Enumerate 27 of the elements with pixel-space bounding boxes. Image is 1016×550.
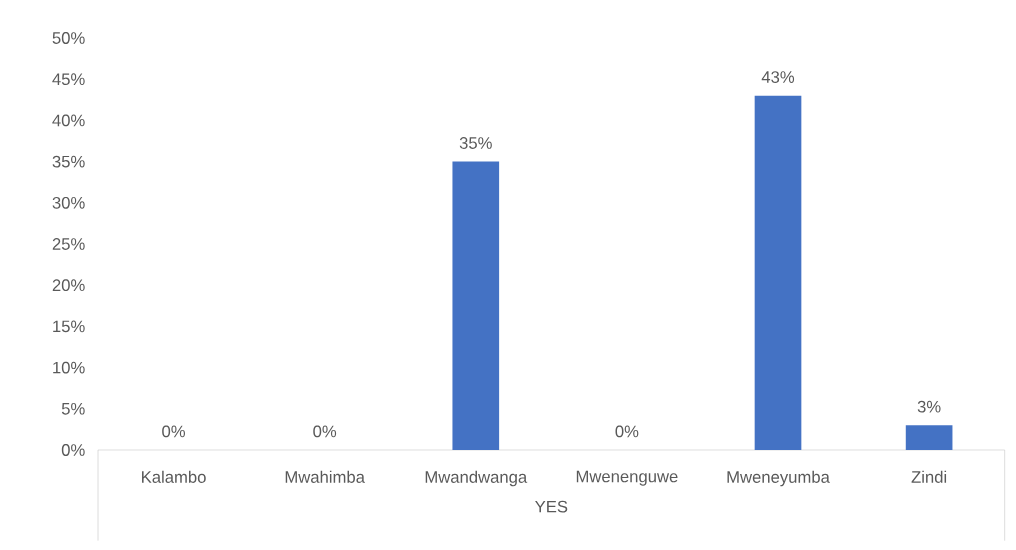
y-tick-label: 5% (61, 402, 85, 415)
y-tick-label: 20% (52, 279, 85, 292)
data-label: 0% (162, 425, 185, 438)
data-label: 0% (615, 425, 639, 438)
data-label: 3% (917, 400, 941, 413)
data-label: 43% (761, 71, 795, 83)
bar (905, 425, 953, 450)
y-tick-label: 40% (52, 114, 85, 127)
y-tick-label: 15% (53, 320, 85, 333)
y-tick-label: 25% (52, 238, 85, 250)
x-tick-label: Mweneyumba (727, 470, 830, 487)
y-tick-label: 50% (52, 32, 85, 44)
y-tick-label: 0% (61, 444, 85, 456)
x-tick-label: Mwahimba (285, 470, 365, 483)
y-tick-label: 10% (53, 361, 85, 374)
y-tick-label: 30% (52, 196, 85, 209)
x-tick-label: Mwandwanga (425, 470, 528, 487)
bar (754, 95, 802, 450)
y-tick-label: 35% (52, 155, 85, 168)
x-tick-label: Kalambo (142, 470, 206, 483)
bar (452, 161, 500, 450)
y-tick-label: 45% (52, 73, 85, 86)
x-tick-label: Mwenenguwe (576, 470, 678, 486)
x-axis-title: YES (535, 500, 568, 513)
data-label: 0% (313, 425, 337, 438)
data-label: 35% (459, 137, 492, 149)
x-tick-label: Zindi (911, 470, 947, 483)
